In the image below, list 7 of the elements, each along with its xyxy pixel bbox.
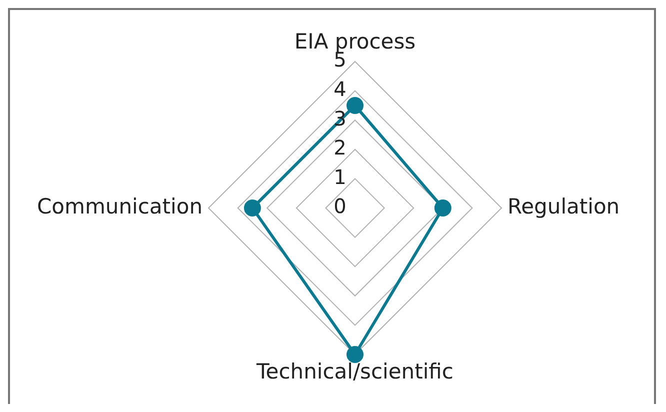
y-tick-label: 4: [334, 77, 346, 102]
spoke-label: Regulation: [507, 194, 620, 218]
y-tick-label: 2: [334, 136, 346, 160]
spoke-label: Communication: [36, 194, 203, 218]
y-tick-label: 1: [334, 164, 346, 189]
y-tick-label: 0: [334, 194, 346, 218]
spoke-label: Technical/scientific: [256, 360, 454, 384]
